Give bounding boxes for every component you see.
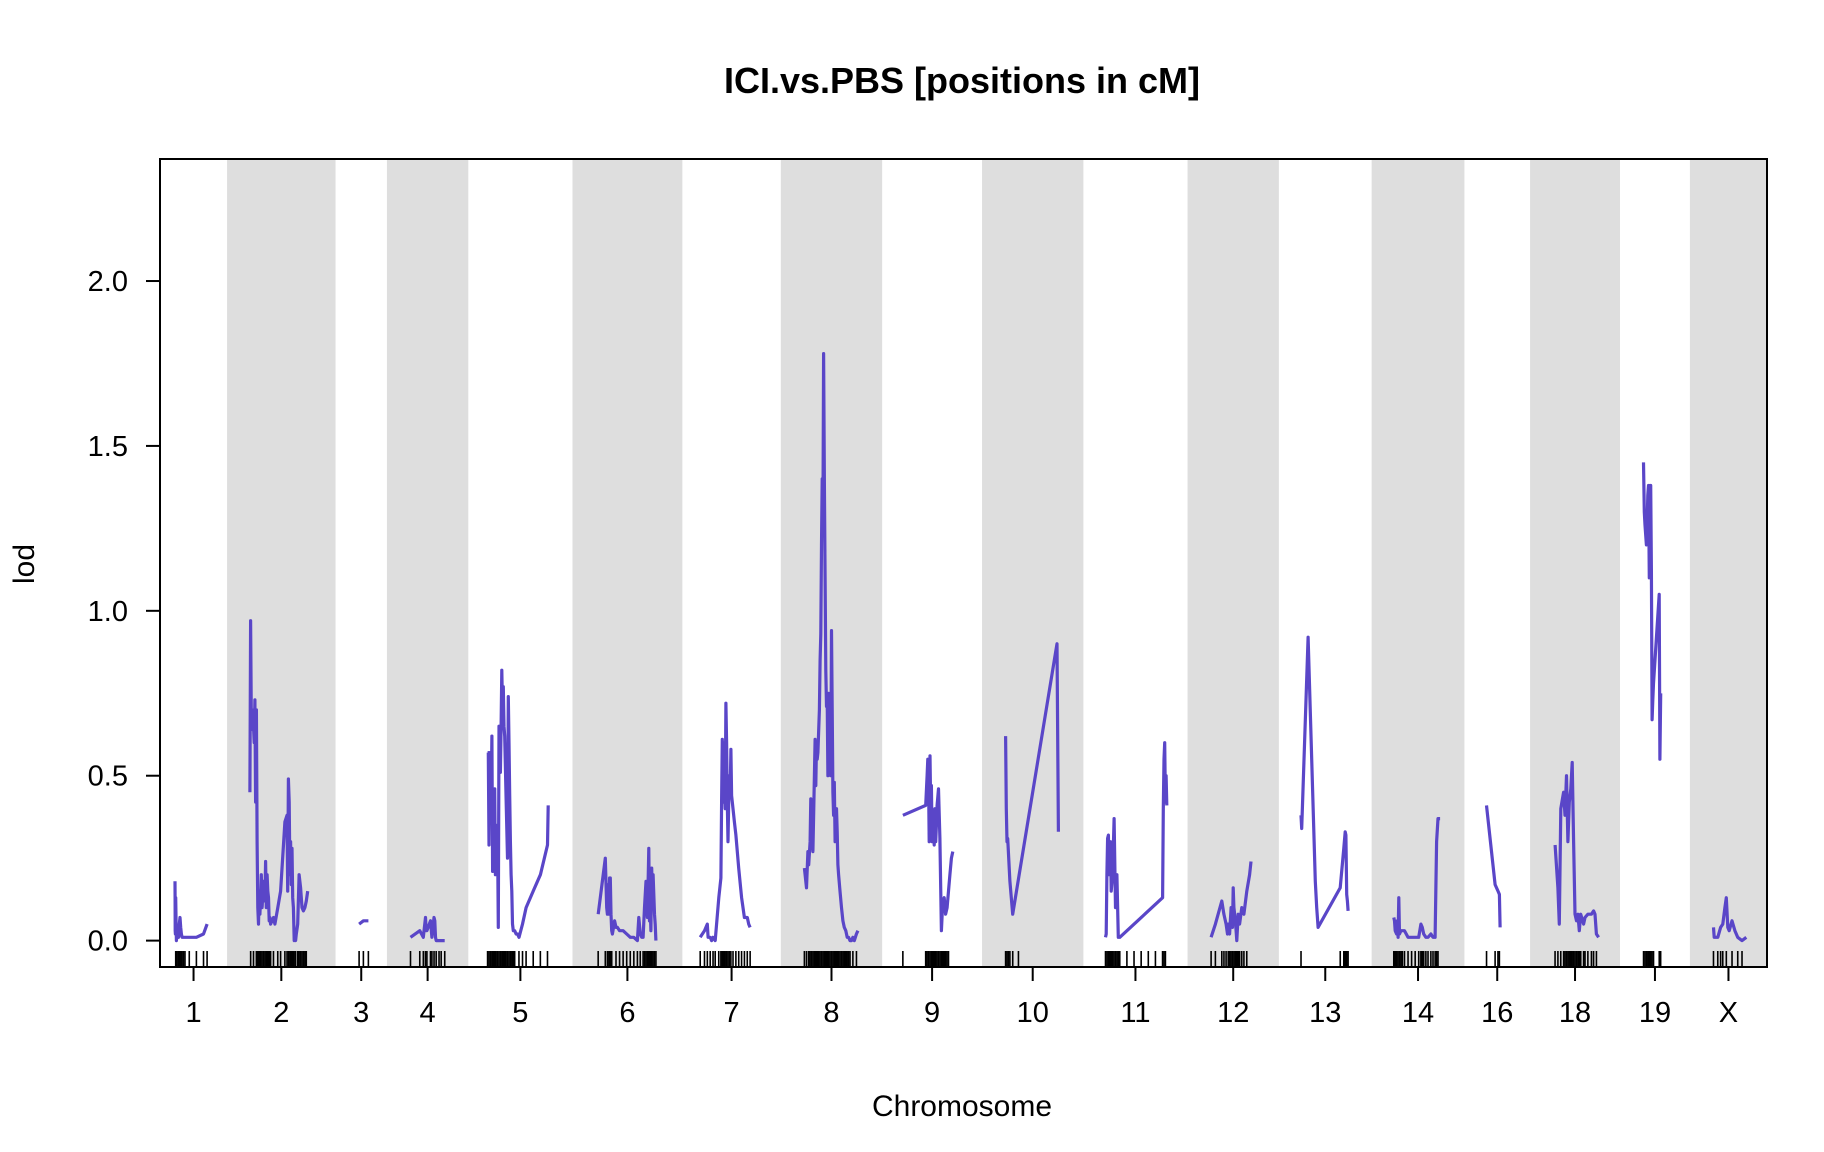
lod-line-chr-X: [1711, 896, 1748, 943]
chromosome-band-8: [780, 159, 883, 967]
chromosome-band-X: [1689, 159, 1767, 967]
y-tick-label: 1.5: [88, 431, 128, 463]
chromosome-band-4: [386, 159, 469, 967]
x-tick-label: 13: [1309, 997, 1341, 1029]
x-tick-label: 8: [823, 997, 839, 1029]
chromosome-band-2: [227, 159, 336, 967]
chromosome-band-6: [572, 159, 683, 967]
lod-line-chr-6: [596, 846, 658, 943]
y-tick-label: 0.0: [88, 926, 128, 958]
lod-line-chr-2: [248, 619, 310, 943]
x-tick-label: 6: [619, 997, 635, 1029]
x-tick-label: 5: [512, 997, 528, 1029]
lod-line-chr-13: [1299, 635, 1350, 930]
x-tick-label: 19: [1639, 997, 1671, 1029]
chart-title: ICI.vs.PBS [positions in cM]: [724, 60, 1200, 101]
lod-line-chr-18: [1553, 760, 1600, 939]
lod-line-chr-3: [358, 919, 369, 926]
lod-line-chr-7: [698, 701, 752, 943]
x-tick-label: 18: [1559, 997, 1591, 1029]
x-tick-label: 2: [273, 997, 289, 1029]
marker-rug: [174, 951, 1743, 967]
x-axis: 1 2 3 4 5 6 7 8 9 10 11 12 13 14 16 18 19 X: [185, 967, 1738, 1029]
x-tick-label: 9: [924, 997, 940, 1029]
lod-line-chr-10: [1004, 642, 1060, 916]
x-tick-label: 10: [1017, 997, 1049, 1029]
lod-line-chr-11: [1103, 741, 1169, 939]
chromosome-band-12: [1187, 159, 1279, 967]
y-tick-label: 2.0: [88, 266, 128, 298]
x-tick-label: 12: [1217, 997, 1249, 1029]
lod-line-chr-5: [486, 668, 550, 939]
y-axis-label: lod: [8, 544, 41, 584]
lod-line-chr-1: [173, 881, 209, 943]
x-tick-label: X: [1719, 997, 1738, 1029]
chromosome-band-14: [1371, 159, 1465, 967]
chromosome-band-10: [982, 159, 1084, 967]
y-tick-label: 1.0: [88, 596, 128, 628]
x-tick-label: 7: [724, 997, 740, 1029]
chromosome-bands: [227, 159, 1767, 967]
x-tick-label: 16: [1481, 997, 1513, 1029]
y-tick-label: 0.5: [88, 761, 128, 793]
lod-line-chr-4: [409, 915, 445, 943]
plot-frame: [159, 158, 1768, 968]
x-tick-label: 4: [420, 997, 436, 1029]
lod-line-chr-16: [1484, 805, 1502, 928]
lod-line-chr-9: [902, 754, 955, 933]
lod-line-chr-8: [802, 352, 860, 943]
lod-line-chr-14: [1392, 816, 1441, 939]
x-tick-label: 3: [353, 997, 369, 1029]
lod-line-chr-19: [1641, 462, 1663, 761]
x-tick-label: 11: [1120, 997, 1150, 1029]
y-axis: 0.0 0.5 1.0 1.5 2.0: [88, 266, 160, 958]
x-axis-label: Chromosome: [872, 1090, 1052, 1123]
lod-curves: [173, 352, 1748, 943]
lod-line-chr-12: [1209, 861, 1253, 943]
x-tick-label: 1: [185, 997, 201, 1029]
x-tick-label: 14: [1402, 997, 1434, 1029]
